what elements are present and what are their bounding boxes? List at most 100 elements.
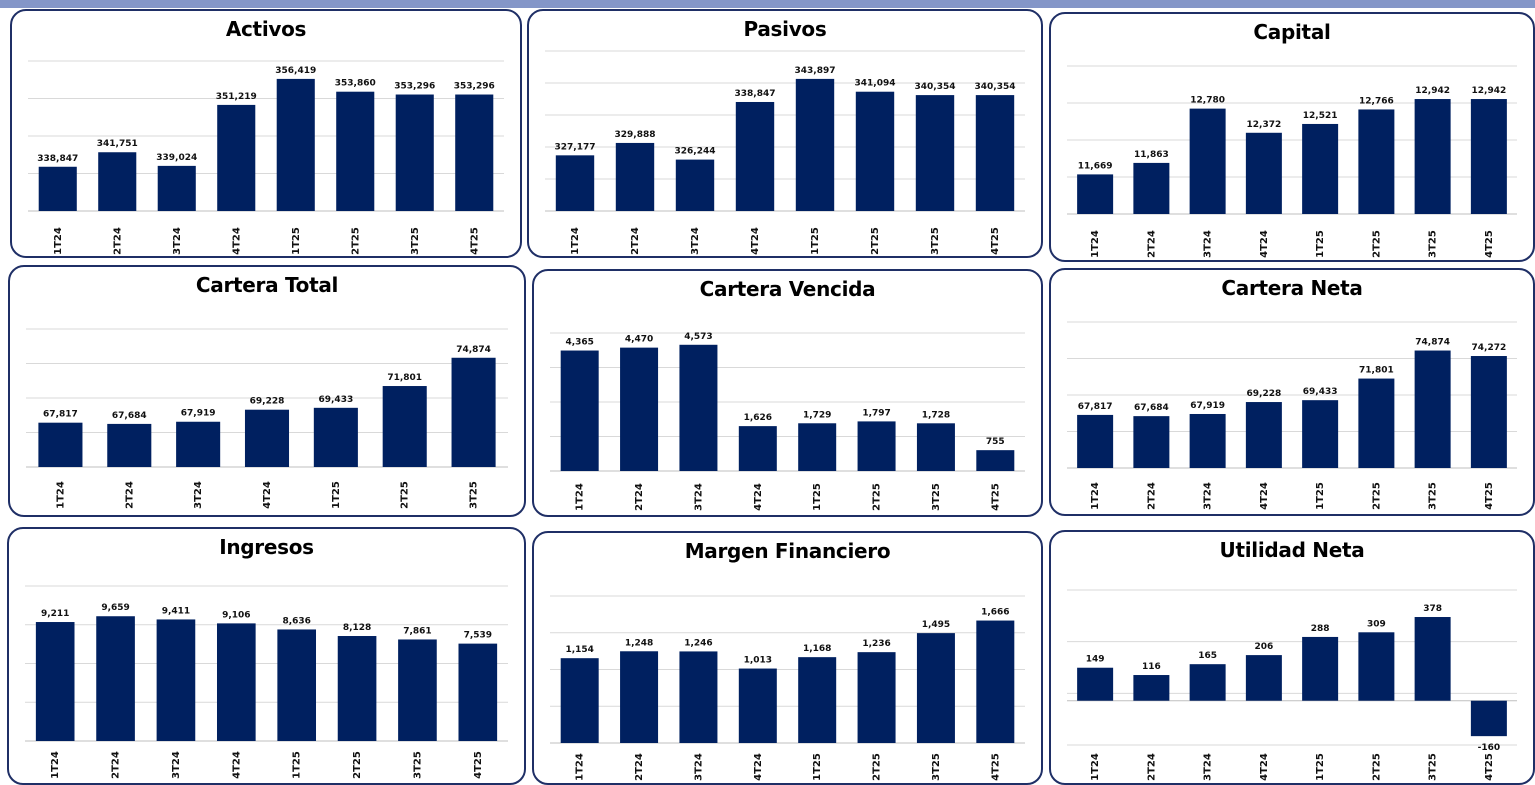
bar-value-label: 12,521 (1303, 111, 1338, 121)
bar-chart: 338,847 1T24 341,751 2T24 339,024 3T24 351,219… (28, 60, 504, 255)
x-tick-label: 2T25 (350, 227, 361, 255)
x-tick-label: 2T25 (1371, 753, 1382, 781)
bar (976, 620, 1015, 743)
bar-value-label: 1,666 (981, 608, 1009, 618)
bar-value-label: 4,470 (625, 335, 653, 345)
chart-title: Activos (225, 17, 307, 41)
x-tick-label: 3T25 (930, 227, 941, 255)
x-tick-label: 2T24 (630, 227, 641, 255)
x-tick-label: 3T25 (410, 227, 421, 255)
bar-value-label: 329,888 (615, 130, 656, 140)
bar (1414, 617, 1451, 701)
x-tick-label: 3T24 (193, 481, 204, 509)
x-tick-label: 4T24 (753, 483, 764, 511)
bar (1245, 402, 1282, 468)
bar-value-label: 12,780 (1190, 96, 1225, 106)
bar-value-label: 1,246 (684, 638, 712, 648)
x-tick-label: 4T25 (1484, 482, 1495, 510)
bar (857, 652, 896, 743)
bar (1358, 109, 1395, 214)
x-tick-label: 4T25 (990, 227, 1001, 255)
x-tick-label: 1T25 (1315, 482, 1326, 510)
bar-value-label: 12,372 (1247, 120, 1282, 130)
bar (176, 421, 221, 467)
x-tick-label: 2T25 (1371, 482, 1382, 510)
bar-value-label: 71,801 (1359, 366, 1394, 376)
bar-value-label: 338,847 (735, 89, 776, 99)
bar (1358, 632, 1395, 701)
bar-value-label: 7,539 (464, 631, 492, 641)
x-tick-label: 3T25 (469, 481, 480, 509)
bar (395, 94, 434, 211)
bar (336, 91, 375, 211)
bar-value-label: 69,433 (318, 395, 353, 405)
x-tick-label: 1T24 (1090, 230, 1101, 258)
bar (398, 639, 437, 741)
bar-value-label: 338,847 (37, 154, 78, 164)
bar (157, 165, 196, 211)
bar (1189, 108, 1226, 214)
header-band (0, 0, 1535, 8)
bar (1189, 664, 1226, 701)
chart-title: Utilidad Neta (1219, 538, 1365, 562)
x-tick-label: 2T24 (634, 753, 645, 781)
x-tick-label: 2T24 (1146, 753, 1157, 781)
chart-panel-cartera-neta: Cartera Neta 67,817 1T24 67,684 2T24 67,919 3… (1049, 268, 1535, 516)
chart-title: Cartera Vencida (699, 277, 876, 301)
bar (35, 622, 75, 741)
bar-value-label: 356,419 (275, 66, 316, 76)
chart-title: Ingresos (219, 535, 314, 559)
x-tick-label: 1T24 (575, 483, 586, 511)
chart-panel-pasivos: Pasivos 327,177 1T24 329,888 2T24 326,244 3T2… (527, 9, 1043, 258)
chart-panel-utilidad-neta: Utilidad Neta 149 1T24 116 2T24 165 3T24 206 4T… (1049, 530, 1535, 785)
bar (857, 421, 896, 471)
bar (313, 407, 358, 467)
x-tick-label: 1T25 (292, 751, 303, 779)
bar-value-label: 4,573 (684, 332, 712, 342)
bar-value-label: 9,659 (101, 603, 129, 613)
bar (216, 623, 256, 741)
bar-value-label: 67,684 (1134, 403, 1169, 413)
x-tick-label: 4T24 (231, 751, 242, 779)
bar-value-label: 8,636 (282, 616, 310, 626)
bar-value-label: 71,801 (387, 373, 422, 383)
chart-title: Margen Financiero (684, 539, 891, 563)
bar (1077, 174, 1114, 214)
bar-value-label: 1,154 (565, 645, 593, 655)
chart-title: Cartera Total (195, 273, 339, 297)
bar-value-label: 378 (1423, 604, 1442, 614)
bar-value-label: 1,797 (862, 408, 890, 418)
x-tick-label: 1T25 (331, 481, 342, 509)
x-tick-label: 1T25 (1315, 753, 1326, 781)
x-tick-label: 3T24 (693, 483, 704, 511)
bar (620, 347, 659, 471)
bar (1302, 400, 1339, 468)
bar (738, 668, 777, 743)
bar (96, 616, 135, 741)
bar-value-label: 165 (1198, 651, 1217, 661)
bar-chart: 67,817 1T24 67,684 2T24 67,919 3T24 69,228 4T24… (26, 328, 508, 509)
x-tick-label: 1T24 (55, 481, 66, 509)
x-tick-label: 3T24 (693, 753, 704, 781)
bar (795, 78, 835, 211)
bar-value-label: 12,766 (1359, 96, 1394, 106)
x-tick-label: 1T24 (1090, 482, 1101, 510)
bar-value-label: 340,354 (915, 82, 956, 92)
bar (217, 104, 256, 211)
bar (1133, 416, 1170, 468)
bar-value-label: 9,106 (222, 610, 250, 620)
x-tick-label: 2T25 (870, 227, 881, 255)
bar-value-label: 11,669 (1078, 161, 1113, 171)
chart-panel-margen-financiero: Margen Financiero 1,154 1T24 1,248 2T24 1,24… (532, 531, 1043, 785)
bar (915, 95, 955, 211)
bar (1470, 99, 1507, 214)
x-tick-label: 3T25 (1428, 753, 1439, 781)
x-tick-label: 2T24 (112, 227, 123, 255)
bar (1077, 667, 1114, 701)
x-tick-label: 1T24 (1090, 753, 1101, 781)
bar-value-label: 67,817 (1078, 402, 1113, 412)
bar-value-label: 326,244 (675, 147, 716, 157)
bar (382, 386, 427, 467)
bar (98, 152, 137, 211)
bar (735, 101, 775, 211)
